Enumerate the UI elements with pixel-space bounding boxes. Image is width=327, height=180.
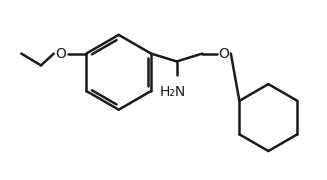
Text: O: O [218,47,230,61]
Text: H₂N: H₂N [160,85,186,99]
Text: O: O [55,47,66,61]
